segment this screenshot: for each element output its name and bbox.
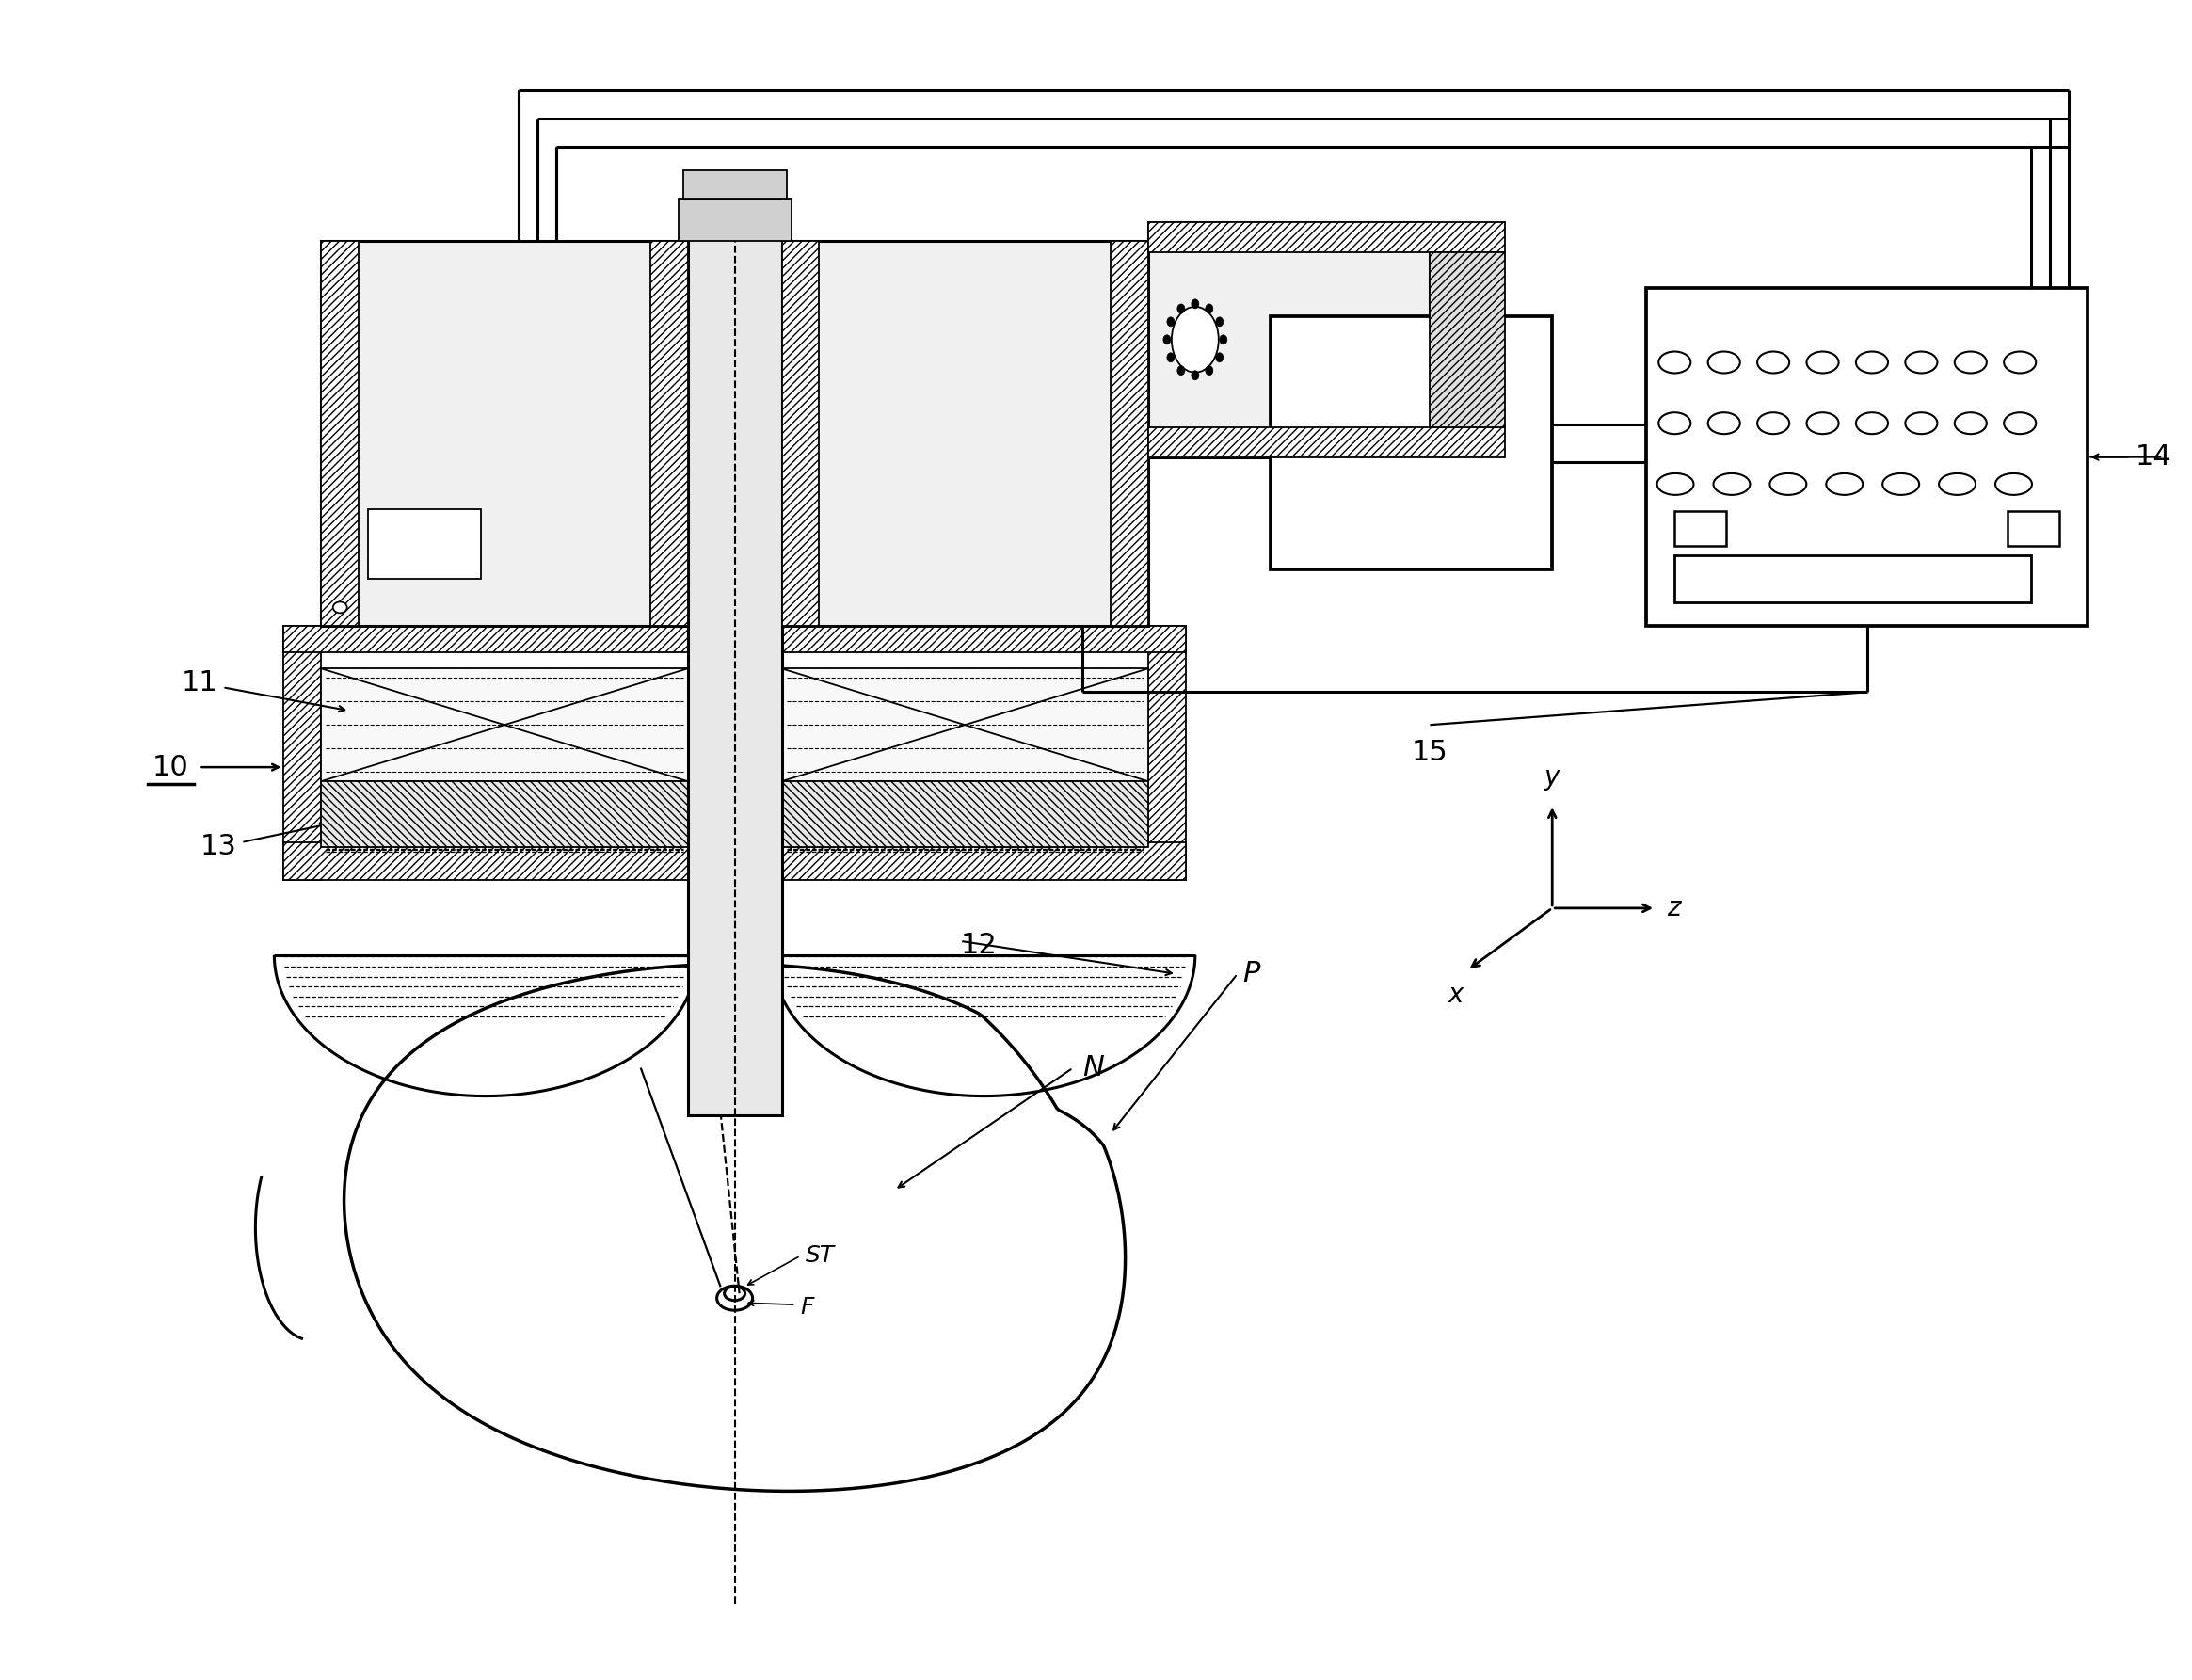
- Ellipse shape: [1857, 351, 1887, 373]
- Polygon shape: [783, 240, 1149, 627]
- Text: ST: ST: [804, 1245, 835, 1267]
- Ellipse shape: [333, 601, 346, 613]
- Ellipse shape: [1164, 334, 1171, 344]
- Ellipse shape: [1192, 299, 1199, 309]
- Ellipse shape: [1659, 351, 1690, 373]
- Ellipse shape: [1659, 412, 1690, 433]
- Polygon shape: [783, 627, 1186, 652]
- Text: z: z: [1666, 895, 1681, 921]
- Text: 14: 14: [2135, 444, 2172, 470]
- Ellipse shape: [1826, 474, 1863, 496]
- Text: 15: 15: [1412, 739, 1449, 766]
- Polygon shape: [1149, 427, 1506, 457]
- Bar: [688, 222, 783, 1116]
- Polygon shape: [783, 669, 1149, 781]
- Polygon shape: [322, 240, 688, 627]
- Polygon shape: [783, 240, 820, 627]
- Ellipse shape: [1217, 353, 1223, 363]
- Polygon shape: [283, 627, 322, 880]
- Ellipse shape: [1177, 304, 1186, 314]
- Ellipse shape: [1940, 474, 1975, 496]
- Polygon shape: [1149, 627, 1186, 880]
- Text: 13: 13: [199, 833, 237, 860]
- Ellipse shape: [2003, 351, 2036, 373]
- Ellipse shape: [1219, 334, 1228, 344]
- Bar: [1675, 556, 2032, 603]
- Bar: [1646, 287, 2087, 627]
- Ellipse shape: [1769, 474, 1806, 496]
- Text: 12: 12: [960, 932, 997, 959]
- Ellipse shape: [1995, 474, 2032, 496]
- Polygon shape: [322, 781, 688, 847]
- Ellipse shape: [1758, 351, 1789, 373]
- Text: 10: 10: [153, 754, 189, 781]
- Ellipse shape: [1206, 366, 1212, 375]
- Ellipse shape: [1166, 353, 1175, 363]
- Polygon shape: [783, 781, 1149, 847]
- Polygon shape: [344, 964, 1124, 1492]
- Ellipse shape: [2003, 412, 2036, 433]
- Bar: [1271, 316, 1552, 570]
- Ellipse shape: [1708, 412, 1740, 433]
- Bar: [368, 509, 480, 580]
- Ellipse shape: [1177, 366, 1186, 375]
- Polygon shape: [783, 842, 1186, 880]
- Polygon shape: [1111, 240, 1149, 627]
- Text: P: P: [1243, 961, 1260, 988]
- Polygon shape: [1149, 222, 1429, 457]
- Bar: [677, 198, 791, 240]
- Ellipse shape: [1192, 371, 1199, 380]
- Bar: [1675, 511, 1725, 546]
- Polygon shape: [322, 669, 688, 781]
- Ellipse shape: [1806, 351, 1839, 373]
- Text: y: y: [1545, 764, 1561, 791]
- Ellipse shape: [1857, 412, 1887, 433]
- Ellipse shape: [1173, 307, 1219, 373]
- Ellipse shape: [1758, 412, 1789, 433]
- Ellipse shape: [1657, 474, 1694, 496]
- Polygon shape: [283, 842, 688, 880]
- Ellipse shape: [1806, 412, 1839, 433]
- Polygon shape: [283, 627, 688, 652]
- Polygon shape: [651, 240, 688, 627]
- Polygon shape: [1429, 252, 1506, 427]
- Text: x: x: [1449, 981, 1464, 1008]
- Ellipse shape: [1905, 351, 1938, 373]
- Polygon shape: [1149, 222, 1506, 252]
- Bar: [2008, 511, 2060, 546]
- Ellipse shape: [1905, 412, 1938, 433]
- Ellipse shape: [1955, 412, 1986, 433]
- Ellipse shape: [1217, 318, 1223, 326]
- Ellipse shape: [1955, 351, 1986, 373]
- Text: F: F: [800, 1297, 813, 1319]
- Ellipse shape: [1166, 318, 1175, 326]
- Ellipse shape: [1883, 474, 1920, 496]
- Polygon shape: [322, 240, 359, 627]
- Text: N: N: [1083, 1055, 1105, 1082]
- Ellipse shape: [1206, 304, 1212, 314]
- Ellipse shape: [1708, 351, 1740, 373]
- Text: 11: 11: [182, 669, 217, 696]
- Bar: [684, 170, 787, 198]
- Ellipse shape: [1714, 474, 1749, 496]
